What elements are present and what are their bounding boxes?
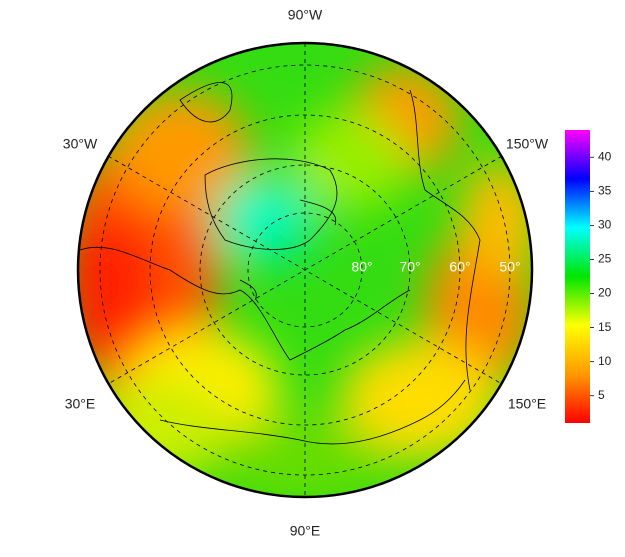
colorbar-tick-label: 5 (598, 388, 605, 402)
lat-label: 70° (399, 259, 420, 275)
graticule (99, 43, 511, 497)
colorbar-tick-label: 35 (598, 183, 612, 197)
map-field (78, 43, 532, 497)
lat-label: 60° (449, 259, 470, 275)
lon-label: 30°W (63, 136, 98, 152)
colorbar-tick-label: 20 (598, 286, 612, 300)
colorbar: 5 10 15 20 25 30 35 40 (565, 130, 612, 423)
lon-label: 150°E (508, 396, 546, 412)
map-border (76, 41, 534, 499)
colorbar-scale (565, 130, 590, 423)
coastlines (79, 82, 481, 445)
colorbar-tick-label: 25 (598, 252, 612, 266)
colorbar-tick-label: 30 (598, 218, 612, 232)
colorbar-tick-label: 10 (598, 354, 612, 368)
lat-label: 50° (499, 259, 520, 275)
lon-label: 90°W (288, 7, 323, 23)
lon-label: 30°E (65, 396, 96, 412)
colorbar-tick-label: 40 (598, 149, 612, 163)
lon-label: 90°E (290, 523, 321, 539)
colorbar-tick-label: 15 (598, 320, 612, 334)
lon-label: 150°W (506, 136, 549, 152)
lat-label: 80° (351, 259, 372, 275)
